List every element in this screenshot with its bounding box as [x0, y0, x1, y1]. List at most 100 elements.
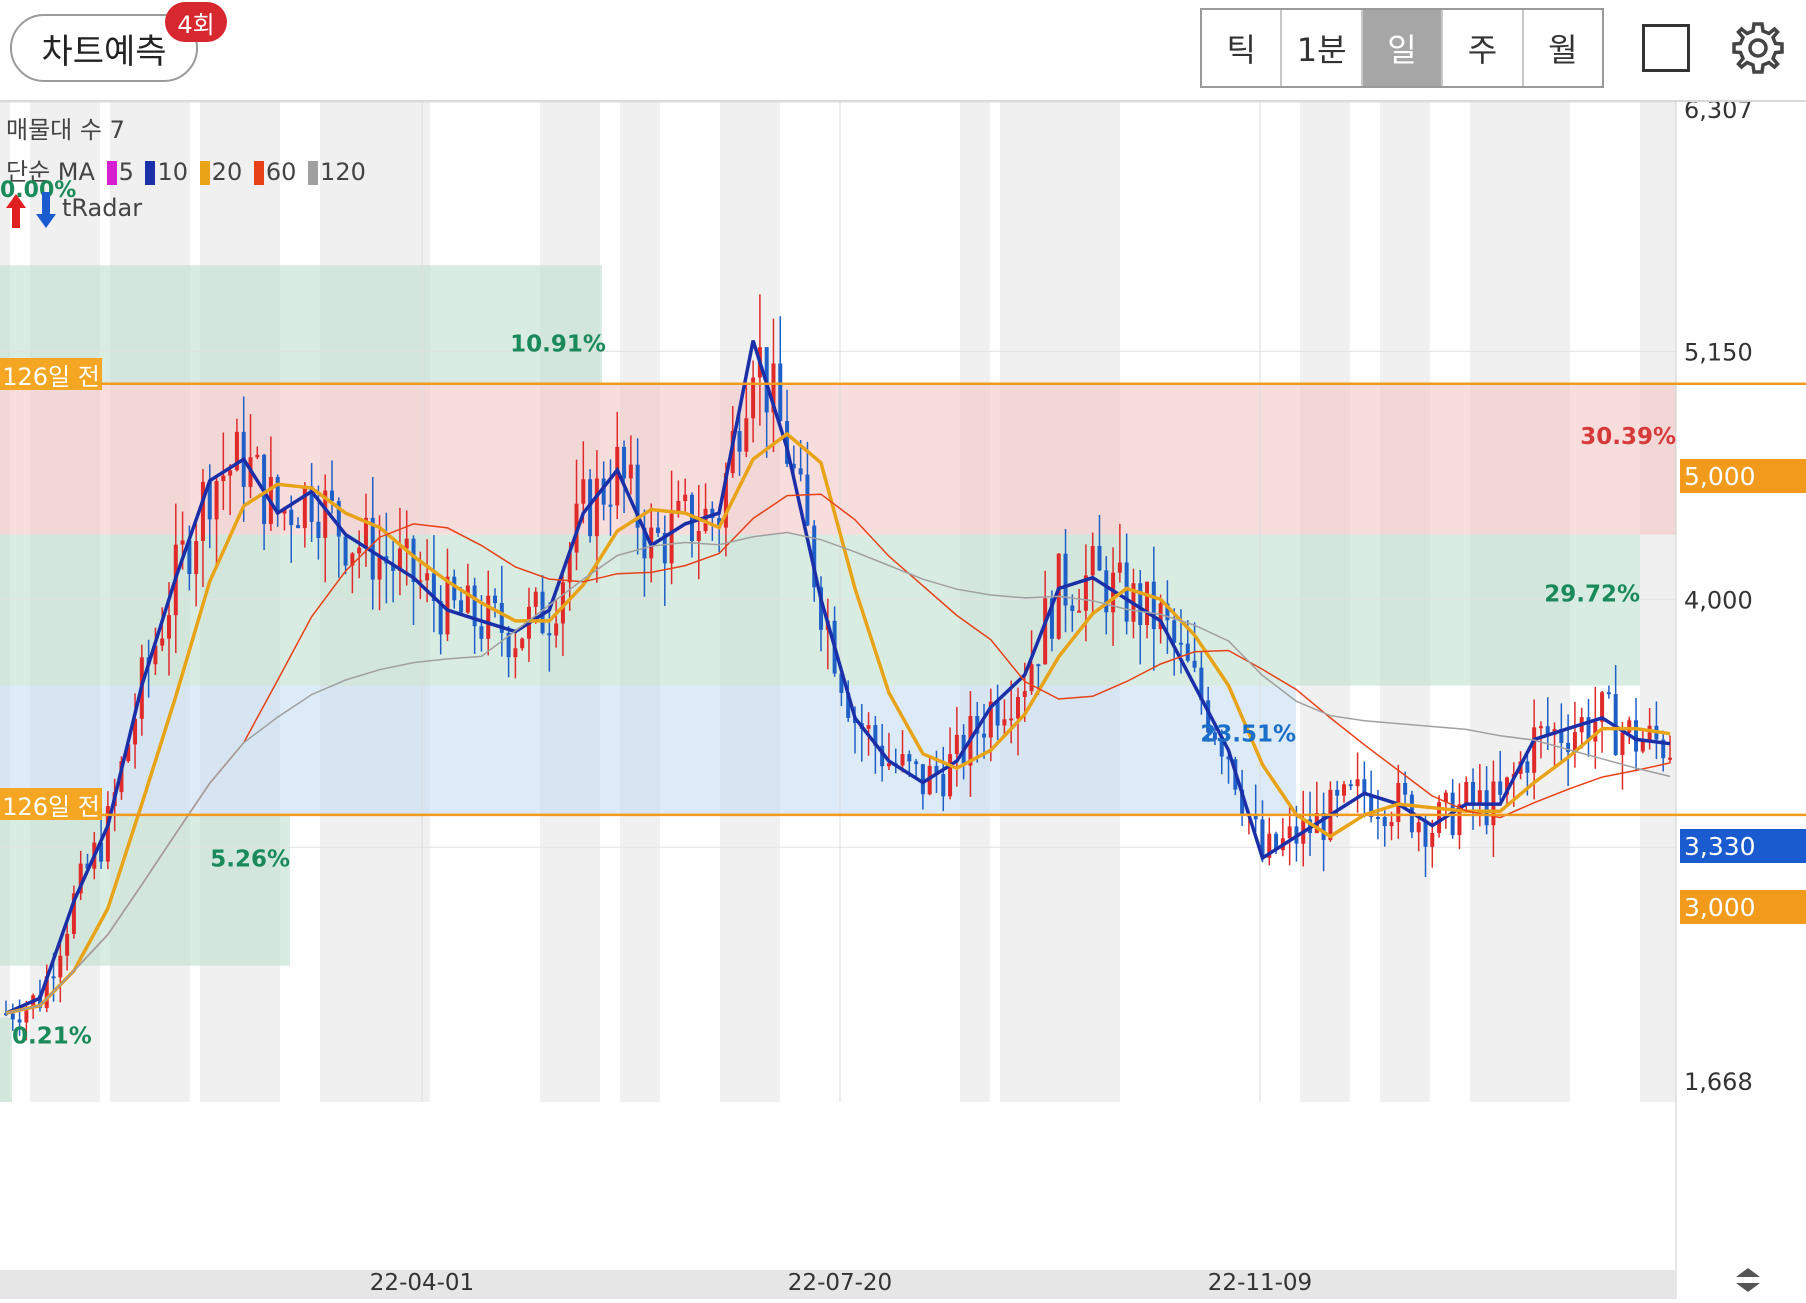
candle — [628, 435, 633, 495]
candle — [1559, 703, 1564, 763]
candle — [669, 470, 674, 585]
candle — [1545, 697, 1550, 751]
candle — [914, 759, 919, 778]
x-tick-label: 22-04-01 — [370, 1270, 474, 1296]
candle — [465, 563, 470, 615]
candle — [1538, 721, 1543, 759]
scroll-handle-icon[interactable] — [1728, 1264, 1768, 1294]
candle — [336, 497, 341, 578]
ma20-line — [5, 431, 1671, 1015]
candle — [1627, 716, 1632, 745]
ma5-swatch — [106, 161, 117, 185]
candle — [1423, 815, 1428, 878]
candle — [1260, 800, 1265, 863]
candlestick-chart[interactable]: 10.91% 30.39% 29.72% 23.51% 5.26% 0.21% 6,307… — [0, 96, 1806, 1299]
candle — [812, 520, 817, 602]
ma60-swatch — [253, 161, 264, 185]
candle — [1606, 685, 1611, 699]
lower-level-tag: 126일 전 — [0, 788, 102, 821]
candle — [1029, 630, 1034, 695]
candle — [350, 552, 355, 594]
candle — [133, 693, 138, 769]
candle — [954, 706, 959, 787]
candle — [71, 885, 76, 939]
candle — [1267, 817, 1272, 866]
candle — [1341, 781, 1346, 803]
gear-icon[interactable] — [1728, 18, 1788, 78]
candle — [472, 577, 477, 654]
candle — [1192, 622, 1197, 673]
candle — [1253, 784, 1258, 833]
volume-profile-label: 매물대 수 7 — [6, 116, 125, 144]
candle — [1430, 820, 1435, 868]
candle — [452, 569, 457, 609]
session-band-13 — [1640, 102, 1676, 1102]
candle — [391, 541, 396, 603]
candle — [1124, 533, 1129, 635]
candle — [941, 746, 946, 812]
candle — [1457, 783, 1462, 850]
candle — [1212, 726, 1217, 745]
candle — [662, 515, 667, 606]
candle — [513, 631, 518, 679]
candle — [493, 588, 498, 618]
ma20-label: 20 — [211, 158, 243, 186]
candle — [744, 384, 749, 458]
candle — [608, 459, 613, 536]
candle — [445, 548, 450, 641]
candle — [920, 764, 925, 810]
ma10-swatch — [145, 161, 156, 185]
y-tick-label: 4,000 — [1684, 586, 1753, 614]
candle — [296, 517, 301, 529]
price-chart[interactable]: 10.91% 30.39% 29.72% 23.51% 5.26% 0.21% 6,307… — [0, 96, 1806, 1299]
candle — [363, 493, 368, 567]
upper-level-tag: 126일 전 — [0, 358, 102, 391]
ma120-label: 120 — [320, 158, 366, 186]
candle — [1104, 556, 1109, 635]
candle — [642, 509, 647, 597]
candle — [1199, 650, 1204, 715]
candle — [1362, 761, 1367, 818]
candle — [1348, 779, 1353, 791]
candle — [506, 626, 511, 678]
candle — [343, 533, 348, 575]
candle — [601, 461, 606, 521]
ma10-label: 10 — [157, 158, 189, 186]
zone-pct-label: 30.39% — [1580, 424, 1676, 450]
ma60-label: 60 — [265, 158, 297, 186]
candle — [1009, 680, 1014, 744]
candle — [377, 515, 382, 611]
tab-tick[interactable]: 틱 — [1202, 10, 1283, 86]
fullscreen-icon[interactable] — [1642, 24, 1690, 72]
candle — [153, 627, 158, 676]
tradar-label: tRadar — [62, 194, 143, 222]
candle — [323, 474, 328, 583]
candle — [1043, 570, 1048, 665]
candle — [255, 446, 260, 460]
candle — [357, 530, 362, 579]
tab-1min[interactable]: 1분 — [1282, 10, 1363, 86]
candle — [1328, 781, 1333, 842]
candle — [554, 600, 559, 648]
candle — [1002, 699, 1007, 735]
demand-zone-low — [0, 685, 1296, 815]
ma-legend: 단순 MA 5 10 20 60 120 — [6, 152, 366, 187]
candle — [44, 964, 49, 1013]
tab-month[interactable]: 월 — [1548, 31, 1578, 69]
tab-day[interactable]: 일 — [1362, 10, 1444, 86]
tab-week[interactable]: 주 — [1443, 10, 1524, 86]
x-tick-label: 22-07-20 — [788, 1270, 892, 1296]
candle — [683, 478, 688, 513]
candle — [160, 607, 165, 652]
candle — [995, 684, 1000, 740]
candle — [65, 922, 70, 971]
candle — [1484, 766, 1489, 835]
candle — [4, 1000, 8, 1017]
candle — [1620, 721, 1625, 790]
candle — [520, 637, 525, 651]
current-price-tag: 3,330 — [1680, 829, 1806, 863]
candle — [846, 680, 851, 722]
candle — [309, 463, 314, 542]
ma5-label: 5 — [118, 158, 134, 186]
zone-pct-label: 0.21% — [12, 1023, 92, 1049]
